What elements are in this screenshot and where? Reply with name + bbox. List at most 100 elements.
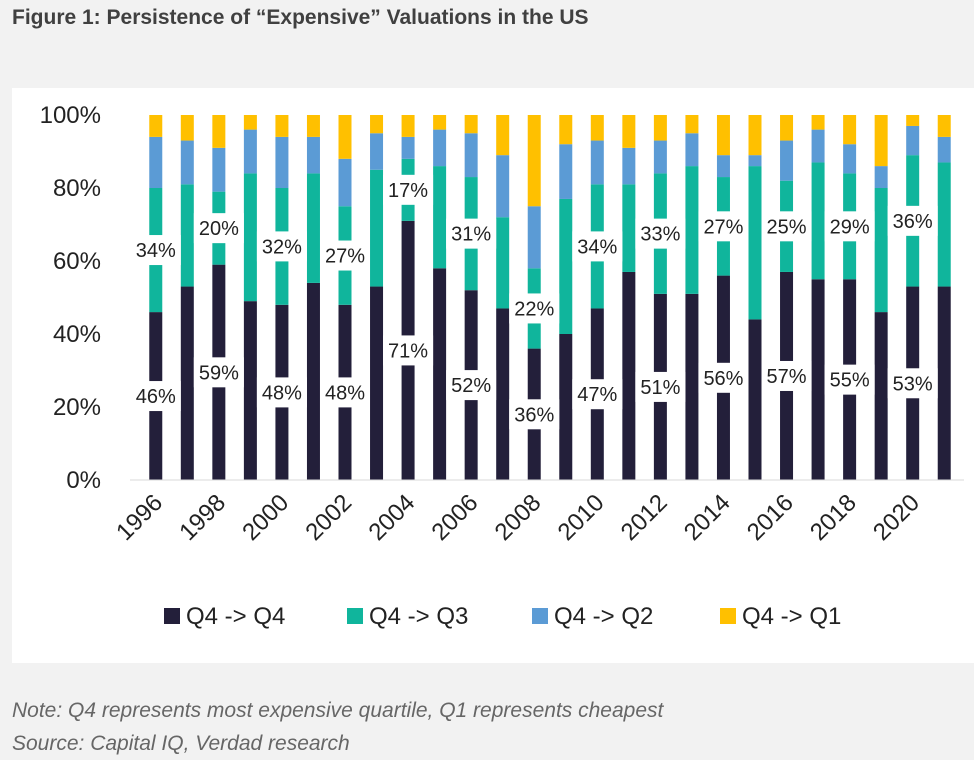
data-label-box [887,368,938,399]
legend-swatch [164,608,180,624]
data-label: 29% [830,216,870,238]
data-label-box [256,231,307,262]
data-label-box [824,211,875,242]
bar-segment [275,136,289,188]
legend-label: Q4 -> Q1 [742,603,841,630]
data-label: 51% [640,377,680,399]
x-tick-label: 2002 [300,489,357,546]
data-label: 25% [767,216,807,238]
x-tick-label: 1998 [174,489,231,546]
legend-swatch [347,608,363,624]
bar-segment [306,173,320,283]
data-label: 71% [388,340,428,362]
y-tick-label: 40% [53,321,101,348]
x-tick-label: 2020 [868,489,925,546]
bar-segment [811,129,825,163]
bar-segment [590,115,604,141]
bar-segment [906,115,920,126]
bar-segment [464,115,478,134]
y-tick-label: 80% [53,175,101,202]
y-tick-label: 60% [53,248,101,275]
bar-segment [843,144,857,174]
bar-segment [496,308,510,480]
data-label-box [761,360,812,391]
bar-segment [843,115,857,145]
bar-segment [243,173,257,302]
y-tick-label: 0% [66,467,101,494]
bar-segment [780,140,794,181]
bar-segment [874,115,888,167]
data-label-box [383,335,434,366]
data-label: 17% [388,180,428,202]
bar-segment [527,115,541,207]
bar-segment [433,115,447,130]
data-label: 27% [703,216,743,238]
data-label: 32% [262,236,302,258]
footnote: Note: Q4 represents most expensive quart… [12,699,664,722]
x-tick-label: 2008 [490,489,547,546]
data-label: 33% [640,224,680,246]
data-label-box [446,218,497,249]
data-label: 53% [893,373,933,395]
bar-segment [149,115,163,137]
bar-segment [559,334,573,480]
legend-swatch [532,608,548,624]
figure-title: Figure 1: Persistence of “Expensive” Val… [12,6,589,29]
footer: Note: Q4 represents most expensive quart… [12,694,663,760]
bar-segment [937,136,951,163]
bar-segment [811,162,825,280]
data-label: 55% [830,370,870,392]
bar-segment [401,136,415,159]
bar-segment [370,286,384,480]
bar-segment [149,136,163,188]
data-label: 36% [514,404,554,426]
bar-segment [433,129,447,167]
bar-segment [306,136,320,174]
data-label: 48% [262,382,302,404]
bar-segment [653,140,667,174]
y-tick-label: 20% [53,394,101,421]
data-label: 46% [136,386,176,408]
bar-segment [496,217,510,309]
bar-segment [685,133,699,167]
bar-segment [275,115,289,137]
bar-segment [685,166,699,294]
bar-segment [748,319,762,480]
x-tick-label: 2004 [363,489,420,546]
bar-segment [622,147,636,185]
bar-segment [496,155,510,218]
data-label: 57% [767,366,807,388]
legend: Q4 -> Q4 Q4 -> Q3 Q4 -> Q2 Q4 -> Q1 [164,603,841,630]
data-label-box [320,377,370,408]
bar-segment [874,312,888,480]
stacked-bar-chart: 0% 20% 40% 60% 80% 100% 46% 34% 59% 20% 48% 32% 48% 2… [40,102,964,630]
bar-segment [874,166,888,188]
bar-segment [748,115,762,156]
data-label-box [698,362,749,393]
bar-segment [716,115,730,156]
bar-segment [748,155,762,167]
bar-segment [338,158,352,207]
bar-segment [370,169,384,287]
data-label-box [635,371,686,402]
bar-segment [306,282,320,480]
data-label-box [320,240,370,271]
data-label-box [698,211,749,242]
bar-segment [243,115,257,130]
bar-segment [433,166,447,269]
bar-segment [622,271,636,480]
bar-segment [685,293,699,480]
bar-segment [496,115,510,156]
data-label: 27% [325,246,365,268]
bar-segment [212,115,226,148]
data-label: 34% [577,236,617,258]
data-label-box [572,231,623,262]
data-label: 59% [199,362,239,384]
data-label-box [193,213,244,244]
data-label-box [509,293,560,324]
data-labels-group: 46% 34% 59% 20% 48% 32% 48% 27% 71% 17% 52% 31% 36% 2… [130,174,938,430]
legend-label: Q4 -> Q3 [369,603,468,630]
x-tick-label: 2010 [553,489,610,546]
bars-group [149,115,951,480]
data-label: 22% [514,298,554,320]
